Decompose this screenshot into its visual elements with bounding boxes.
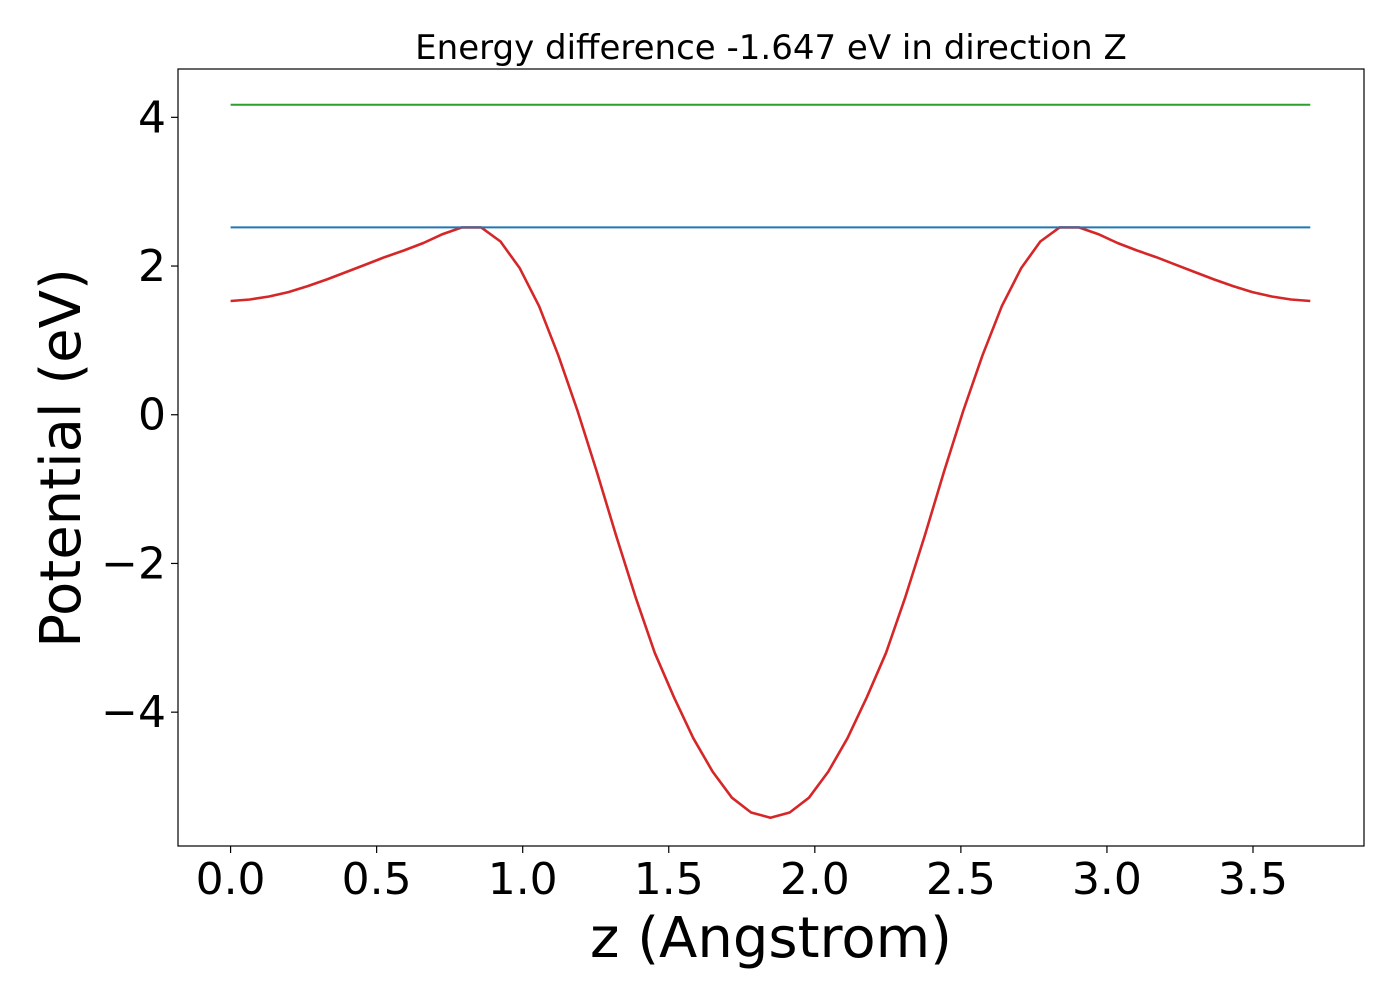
- series-layer: [230, 103, 1311, 820]
- y-tick-label: 4: [138, 92, 166, 143]
- chart-title: Energy difference -1.647 eV in direction…: [415, 28, 1127, 68]
- x-tick-label: 0.5: [342, 854, 412, 905]
- y-tick-label: 0: [138, 390, 166, 441]
- x-tick-label: 3.5: [1218, 854, 1288, 905]
- x-tick-label: 1.5: [634, 854, 704, 905]
- y-tick-label: −4: [101, 687, 166, 738]
- y-axis-ticks: −4 −2 0 2 4: [101, 92, 178, 738]
- y-axis-label: Potential (eV): [29, 268, 94, 648]
- x-tick-label: 1.0: [488, 854, 558, 905]
- x-tick-label: 3.0: [1072, 854, 1142, 905]
- x-tick-label: 2.0: [780, 854, 850, 905]
- y-tick-label: 2: [138, 241, 166, 292]
- x-tick-label: 0.0: [196, 854, 266, 905]
- x-tick-label: 2.5: [926, 854, 996, 905]
- y-tick-label: −2: [101, 538, 166, 589]
- plot-area: [177, 68, 1365, 847]
- x-axis-ticks: 0.0 0.5 1.0 1.5 2.0 2.5 3.0 3.5: [196, 846, 1288, 905]
- x-axis-label: z (Angstrom): [590, 906, 952, 971]
- series-line-1: [230, 226, 1311, 820]
